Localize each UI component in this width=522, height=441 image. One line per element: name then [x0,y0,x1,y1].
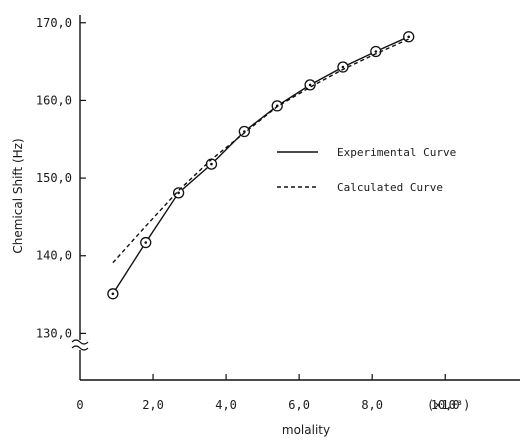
axis-break-squiggle-top [71,339,89,345]
y-tick-label: 130,0 [36,326,72,340]
y-axis-title: Chemical Shift (Hz) [11,138,25,253]
legend-label-2: Calculated Curve [337,181,443,194]
series-layer [107,31,415,300]
x-tick-label: 8,0 [361,398,383,412]
y-tick-label: 160,0 [36,93,72,107]
data-point-center [243,130,246,133]
legend: Experimental Curve Calculated Curve [277,146,456,194]
x-ticks: 0 2,0 4,0 6,0 8,0 10,0 [76,374,460,412]
x-tick-label: 6,0 [288,398,310,412]
legend-label-1: Experimental Curve [337,146,456,159]
x-unit-label: (×10³) [427,398,470,412]
data-point-center [177,191,180,195]
y-tick-label: 170,0 [36,16,72,30]
x-tick-label: 4,0 [215,398,237,412]
x-axis-title: molality [282,423,330,437]
x-tick-label: 10,0 [431,398,460,412]
series-line-1 [112,36,409,295]
x-tick-label: 2,0 [142,398,164,412]
axis-break-mark [71,339,89,351]
series-line-2 [112,38,409,264]
y-ticks: 130,0 140,0 150,0 160,0 170,0 [36,16,86,340]
y-tick-label: 150,0 [36,171,72,185]
data-point-center [210,162,213,166]
data-point-center [111,292,115,296]
data-point-center [407,35,410,39]
x-tick-label: 0 [76,398,83,412]
data-point-center [341,65,345,69]
data-point-center [374,50,378,53]
data-point-center [144,241,148,244]
axes [71,15,520,381]
axis-break-squiggle-bottom [71,345,89,351]
y-tick-label: 140,0 [36,249,72,263]
axis-break-gap [76,340,84,350]
data-point-center [308,83,312,87]
